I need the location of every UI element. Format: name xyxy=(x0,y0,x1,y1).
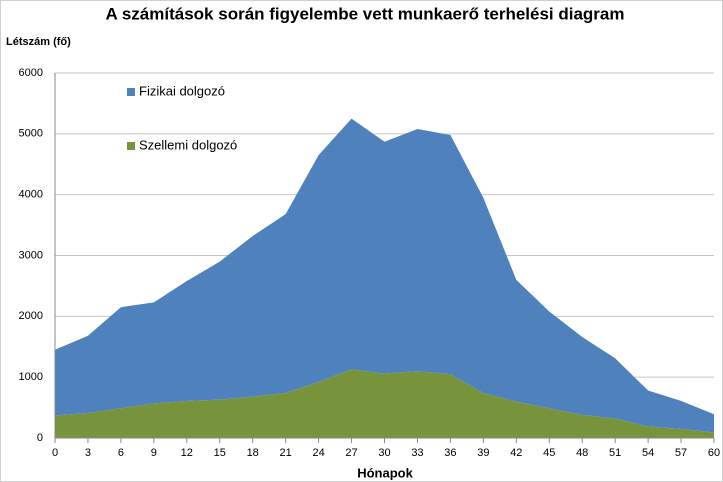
y-tick-label: 5000 xyxy=(19,128,43,140)
x-tick-label: 18 xyxy=(247,447,259,459)
y-tick-label: 3000 xyxy=(19,249,43,261)
x-tick-label: 36 xyxy=(444,447,456,459)
x-tick-label: 21 xyxy=(280,447,292,459)
x-tick-label: 27 xyxy=(345,447,357,459)
x-tick-label: 3 xyxy=(85,447,91,459)
x-tick-label: 33 xyxy=(411,447,423,459)
y-tick-label: 6000 xyxy=(19,67,43,79)
legend-swatch xyxy=(127,142,135,150)
x-tick-label: 12 xyxy=(181,447,193,459)
x-tick-label: 60 xyxy=(708,447,720,459)
x-tick-label: 42 xyxy=(510,447,522,459)
x-tick-label: 51 xyxy=(609,447,621,459)
x-tick-label: 0 xyxy=(52,447,58,459)
x-tick-label: 24 xyxy=(312,447,324,459)
x-tick-label: 54 xyxy=(642,447,654,459)
x-tick-label: 30 xyxy=(378,447,390,459)
x-tick-label: 57 xyxy=(675,447,687,459)
y-axis-label: Létszám (fő) xyxy=(6,36,71,48)
x-tick-label: 9 xyxy=(151,447,157,459)
y-tick-label: 4000 xyxy=(19,189,43,201)
x-tick-label: 6 xyxy=(118,447,124,459)
x-tick-label: 15 xyxy=(214,447,226,459)
y-tick-label: 2000 xyxy=(19,310,43,322)
chart-title: A számítások során figyelembe vett munka… xyxy=(105,4,624,23)
legend-label: Szellemi dolgozó xyxy=(139,137,237,152)
x-tick-label: 45 xyxy=(543,447,555,459)
x-tick-label: 48 xyxy=(576,447,588,459)
area xyxy=(55,118,714,433)
x-tick-label: 39 xyxy=(477,447,489,459)
legend-label: Fizikai dolgozó xyxy=(139,83,225,98)
legend-swatch xyxy=(127,88,135,96)
y-tick-label: 0 xyxy=(37,432,43,444)
x-axis-label: Hónapok xyxy=(357,465,413,480)
area xyxy=(55,369,714,438)
y-tick-label: 1000 xyxy=(19,371,43,383)
